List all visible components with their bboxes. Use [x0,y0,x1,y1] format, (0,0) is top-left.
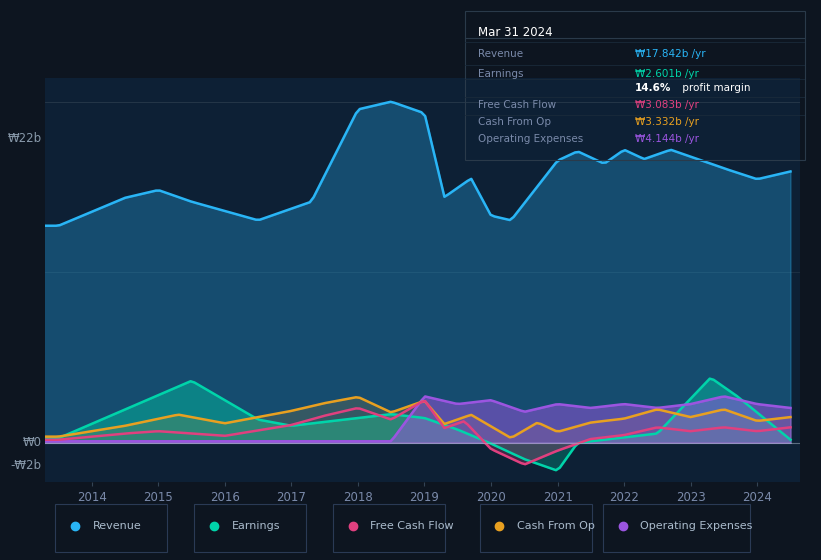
Text: profit margin: profit margin [679,83,751,92]
Text: Earnings: Earnings [479,68,524,78]
Text: Operating Expenses: Operating Expenses [479,134,584,144]
Text: Operating Expenses: Operating Expenses [640,521,753,531]
Text: ₩17.842b /yr: ₩17.842b /yr [635,49,706,59]
Text: Revenue: Revenue [93,521,141,531]
Text: 14.6%: 14.6% [635,83,672,92]
Text: Free Cash Flow: Free Cash Flow [370,521,454,531]
Text: Mar 31 2024: Mar 31 2024 [479,26,553,39]
Text: Free Cash Flow: Free Cash Flow [479,100,557,110]
Text: ₩3.332b /yr: ₩3.332b /yr [635,116,699,127]
Text: Cash From Op: Cash From Op [517,521,595,531]
Text: -₩2b: -₩2b [11,459,41,472]
Text: Earnings: Earnings [232,521,280,531]
Text: ₩22b: ₩22b [7,132,41,145]
Text: Cash From Op: Cash From Op [479,116,552,127]
Text: ₩4.144b /yr: ₩4.144b /yr [635,134,699,144]
Text: ₩3.083b /yr: ₩3.083b /yr [635,100,699,110]
Text: ₩2.601b /yr: ₩2.601b /yr [635,68,699,78]
Text: ₩0: ₩0 [22,436,41,449]
Text: Revenue: Revenue [479,49,524,59]
